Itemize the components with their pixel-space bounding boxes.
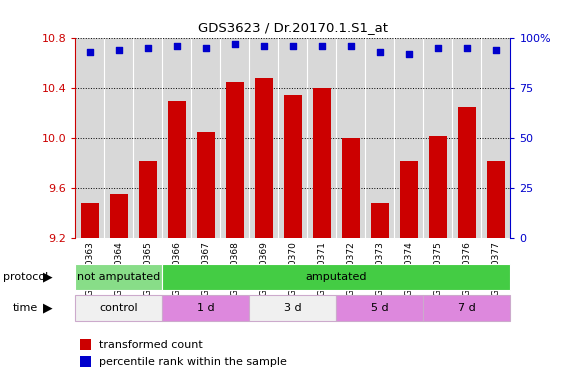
Point	[346, 43, 356, 50]
Bar	[423, 295, 510, 321]
Text: control: control	[100, 303, 138, 313]
Point	[288, 43, 298, 50]
Bar	[249, 295, 336, 321]
Bar	[284, 94, 302, 238]
Bar	[458, 107, 476, 238]
Point	[375, 49, 385, 55]
Text: protocol: protocol	[3, 272, 48, 282]
Bar	[80, 339, 90, 350]
Text: 1 d: 1 d	[197, 303, 215, 313]
Text: time: time	[13, 303, 38, 313]
Bar	[110, 194, 128, 238]
Bar	[80, 356, 90, 367]
Point	[433, 45, 443, 51]
Text: not amputated: not amputated	[77, 272, 161, 282]
Bar	[342, 138, 360, 238]
Point	[172, 43, 182, 50]
Bar	[400, 161, 418, 238]
Point	[462, 45, 472, 51]
Bar	[197, 132, 215, 238]
Bar	[429, 136, 447, 238]
Bar	[75, 264, 162, 290]
Bar	[162, 264, 510, 290]
Title: GDS3623 / Dr.20170.1.S1_at: GDS3623 / Dr.20170.1.S1_at	[198, 22, 388, 35]
Text: transformed count: transformed count	[99, 340, 203, 350]
Bar	[371, 203, 389, 238]
Text: 3 d: 3 d	[284, 303, 302, 313]
Point	[143, 45, 153, 51]
Point	[230, 41, 240, 48]
Bar	[162, 295, 249, 321]
Bar	[226, 82, 244, 238]
Bar	[487, 161, 505, 238]
Bar	[139, 161, 157, 238]
Text: amputated: amputated	[306, 272, 367, 282]
Point	[491, 47, 501, 53]
Text: ▶: ▶	[44, 270, 53, 283]
Point	[85, 49, 95, 55]
Point	[317, 43, 327, 50]
Bar	[313, 88, 331, 238]
Text: 5 d: 5 d	[371, 303, 389, 313]
Text: 7 d: 7 d	[458, 303, 476, 313]
Point	[201, 45, 211, 51]
Bar	[168, 101, 186, 238]
Bar	[75, 295, 162, 321]
Bar	[81, 203, 99, 238]
Point	[114, 47, 124, 53]
Point	[259, 43, 269, 50]
Text: ▶: ▶	[44, 301, 53, 314]
Bar	[336, 295, 423, 321]
Point	[404, 51, 414, 58]
Text: percentile rank within the sample: percentile rank within the sample	[99, 357, 287, 367]
Bar	[255, 78, 273, 238]
